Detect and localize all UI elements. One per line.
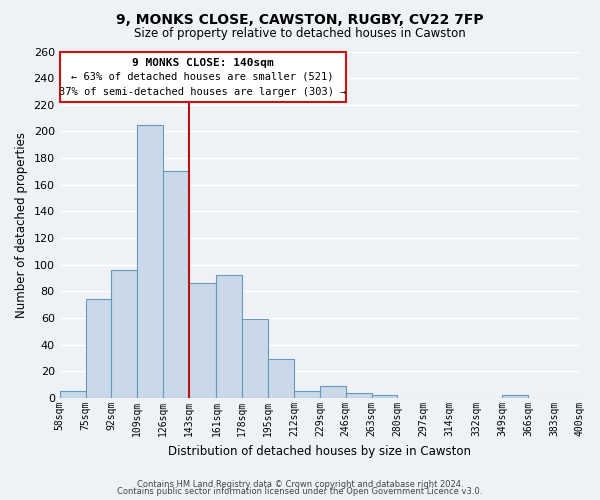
FancyBboxPatch shape <box>59 52 346 102</box>
Bar <box>242 320 268 398</box>
Text: 37% of semi-detached houses are larger (303) →: 37% of semi-detached houses are larger (… <box>59 87 346 97</box>
Bar <box>371 396 397 398</box>
Bar <box>59 392 86 398</box>
Text: ← 63% of detached houses are smaller (521): ← 63% of detached houses are smaller (52… <box>71 72 334 82</box>
Text: Contains public sector information licensed under the Open Government Licence v3: Contains public sector information licen… <box>118 488 482 496</box>
Bar <box>163 172 189 398</box>
Bar <box>346 393 371 398</box>
Y-axis label: Number of detached properties: Number of detached properties <box>15 132 28 318</box>
Text: Size of property relative to detached houses in Cawston: Size of property relative to detached ho… <box>134 28 466 40</box>
X-axis label: Distribution of detached houses by size in Cawston: Distribution of detached houses by size … <box>169 444 472 458</box>
Bar <box>86 300 112 398</box>
Bar <box>320 386 346 398</box>
Text: 9, MONKS CLOSE, CAWSTON, RUGBY, CV22 7FP: 9, MONKS CLOSE, CAWSTON, RUGBY, CV22 7FP <box>116 12 484 26</box>
Bar <box>189 284 217 398</box>
Bar <box>137 125 163 398</box>
Text: Contains HM Land Registry data © Crown copyright and database right 2024.: Contains HM Land Registry data © Crown c… <box>137 480 463 489</box>
Bar <box>217 276 242 398</box>
Bar <box>112 270 137 398</box>
Text: 9 MONKS CLOSE: 140sqm: 9 MONKS CLOSE: 140sqm <box>132 58 274 68</box>
Bar <box>268 360 294 398</box>
Bar <box>294 392 320 398</box>
Bar <box>502 396 528 398</box>
